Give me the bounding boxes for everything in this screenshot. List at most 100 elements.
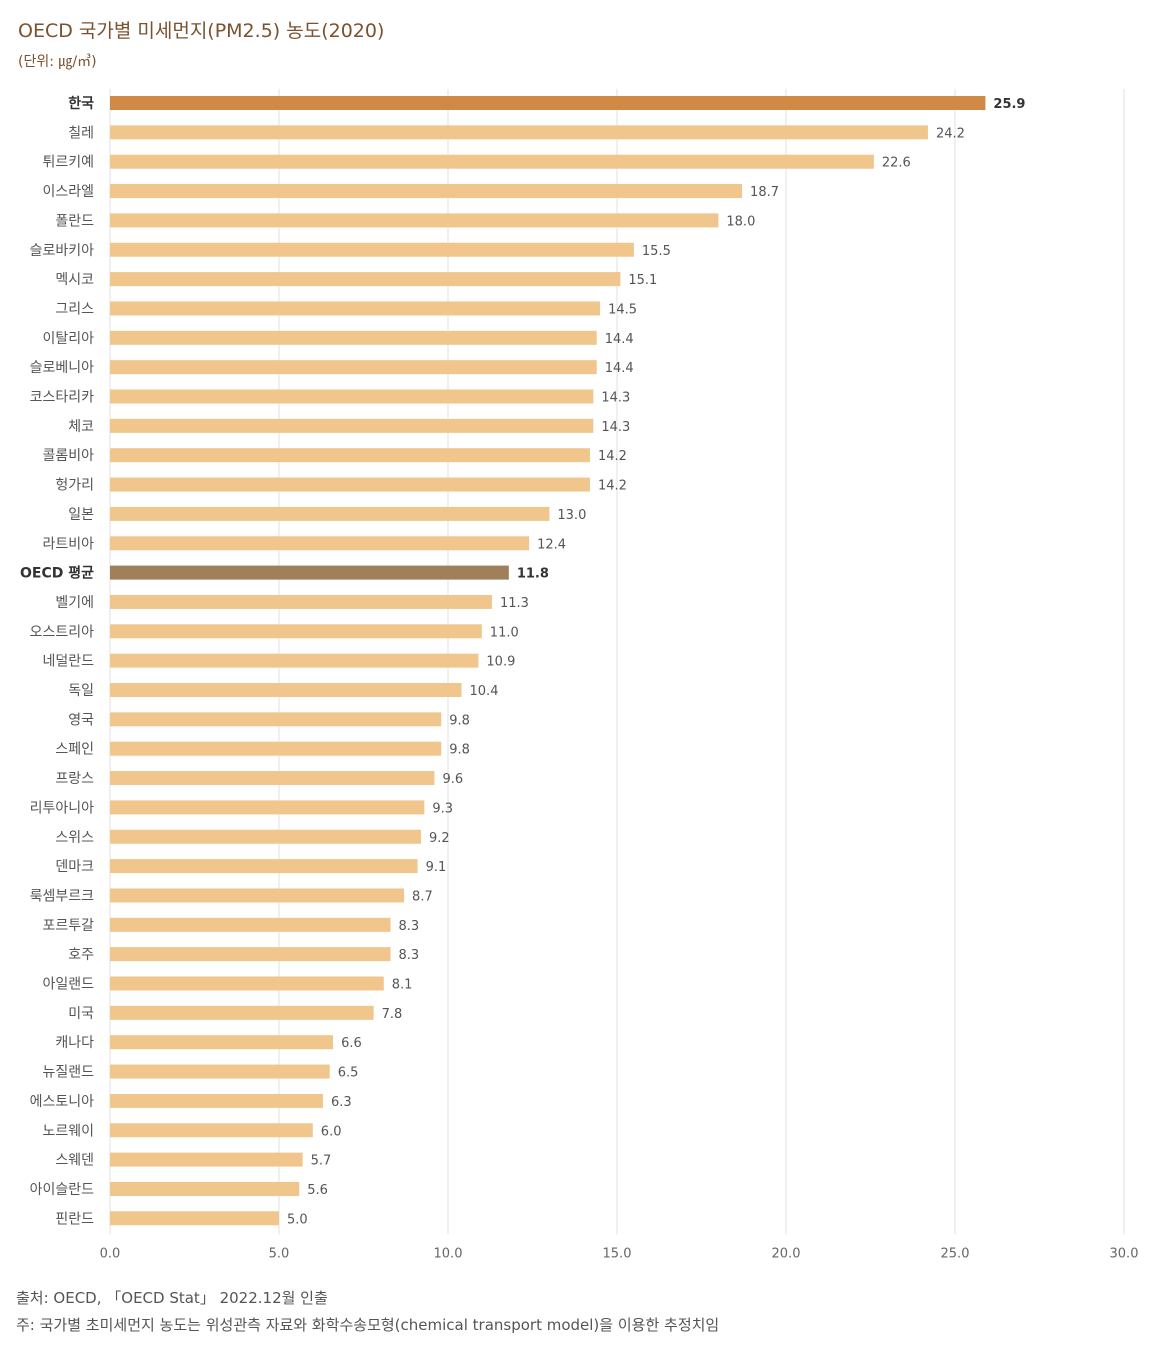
data-label: 9.6 (442, 772, 463, 787)
data-label: 8.3 (399, 948, 420, 963)
category-label: 리투아니아 (30, 800, 95, 816)
bar (110, 448, 590, 463)
bar (110, 389, 594, 404)
category-label: 룩셈부르크 (30, 888, 95, 904)
category-label: 벨기에 (55, 595, 94, 611)
category-label: 스페인 (55, 742, 94, 758)
bar (110, 536, 530, 551)
data-label: 24.2 (936, 126, 965, 141)
category-label: 영국 (68, 712, 94, 728)
bar (110, 1064, 330, 1079)
data-label: 13.0 (557, 508, 586, 523)
data-label: 15.5 (642, 244, 671, 259)
category-label: 에스토니아 (30, 1094, 95, 1110)
data-label: 9.8 (449, 713, 470, 728)
x-tick-label: 30.0 (1110, 1246, 1139, 1261)
bar (110, 947, 391, 962)
bar (110, 1093, 323, 1108)
x-tick-label: 5.0 (269, 1246, 290, 1261)
data-label: 25.9 (993, 97, 1025, 112)
category-label: 독일 (68, 683, 94, 699)
data-label: 11.0 (490, 625, 519, 640)
data-label: 14.4 (605, 361, 634, 376)
category-label: 폴란드 (55, 213, 94, 229)
category-label: 일본 (68, 507, 94, 523)
data-label: 9.2 (429, 831, 450, 846)
category-label: 핀란드 (55, 1211, 94, 1227)
bar (110, 829, 421, 844)
footnote: 주: 국가별 초미세먼지 농도는 위성관측 자료와 화학수송모형(chemica… (16, 1316, 720, 1334)
bar (110, 1035, 334, 1050)
category-label: 프랑스 (55, 771, 94, 787)
bar (110, 360, 597, 375)
x-tick-label: 0.0 (100, 1246, 121, 1261)
bar (110, 888, 405, 903)
bar (110, 917, 391, 932)
bar (110, 624, 482, 639)
data-label: 10.9 (486, 655, 515, 670)
data-label: 14.4 (605, 332, 634, 347)
bar (110, 683, 462, 697)
data-label: 12.4 (537, 537, 566, 552)
bar (110, 213, 719, 228)
bar (110, 477, 590, 492)
data-label: 6.3 (331, 1095, 352, 1110)
bar (110, 301, 601, 316)
data-label: 8.1 (392, 978, 413, 993)
data-label: 9.8 (449, 743, 470, 758)
bar (110, 330, 597, 345)
category-label: 콜롬비아 (42, 448, 94, 464)
bar (110, 653, 479, 668)
bar (110, 506, 550, 521)
category-label: 미국 (68, 1006, 94, 1022)
category-label: 슬로바키아 (30, 243, 95, 259)
bar (110, 154, 874, 169)
x-tick-label: 25.0 (941, 1246, 970, 1261)
data-label: 5.7 (311, 1154, 332, 1169)
category-label: 이스라엘 (42, 184, 94, 200)
data-label: 18.0 (726, 214, 755, 229)
bar (110, 1152, 303, 1167)
bar (110, 1211, 279, 1226)
category-label: 아이슬란드 (30, 1182, 95, 1198)
data-label: 5.0 (287, 1212, 308, 1227)
bar (110, 418, 594, 433)
category-label: 멕시코 (55, 272, 94, 288)
data-label: 6.5 (338, 1066, 359, 1081)
category-label: 네덜란드 (42, 654, 94, 670)
data-label: 14.2 (598, 479, 627, 494)
category-label: 슬로베니아 (30, 360, 95, 376)
chart-title: OECD 국가별 미세먼지(PM2.5) 농도(2020) (18, 20, 385, 42)
bar (110, 800, 425, 815)
category-label: 튀르키예 (42, 155, 94, 171)
data-label: 5.6 (307, 1183, 328, 1198)
category-label: 포르투갈 (42, 918, 94, 934)
bar (110, 125, 928, 140)
bar (110, 272, 621, 287)
unit-label: (단위: ㎍/㎥) (18, 54, 97, 70)
bar (110, 242, 634, 257)
category-label: 덴마크 (55, 859, 94, 875)
data-label: 9.1 (426, 860, 447, 875)
data-label: 11.3 (500, 596, 529, 611)
bar (110, 1181, 300, 1196)
bar (110, 1005, 374, 1020)
data-label: 14.5 (608, 302, 637, 317)
category-label: 체코 (68, 419, 94, 435)
category-label: 한국 (68, 96, 94, 112)
category-label: 뉴질랜드 (42, 1065, 94, 1081)
category-label: 코스타리카 (30, 390, 95, 406)
category-label: 스웨덴 (55, 1153, 94, 1169)
bar (110, 184, 743, 199)
bar (110, 565, 509, 580)
data-label: 14.2 (598, 449, 627, 464)
x-tick-label: 10.0 (434, 1246, 463, 1261)
category-label: 오스트리아 (30, 624, 95, 640)
data-label: 9.3 (432, 801, 453, 816)
category-label: 스위스 (55, 830, 94, 846)
bar (110, 976, 384, 991)
data-label: 14.3 (601, 420, 630, 435)
category-label: 노르웨이 (42, 1123, 94, 1139)
category-label: 이탈리아 (42, 331, 94, 347)
bar (110, 96, 986, 110)
